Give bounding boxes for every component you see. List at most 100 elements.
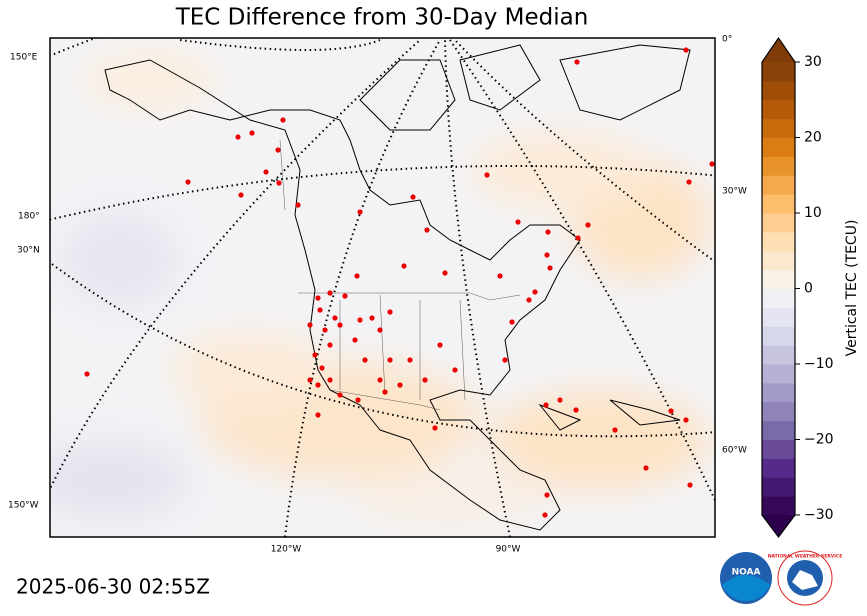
station xyxy=(442,270,448,276)
colorbar-band xyxy=(762,496,795,516)
colorbar-band xyxy=(762,250,795,271)
stations xyxy=(84,47,715,518)
colorbar-tick-label: 20 xyxy=(804,130,822,146)
colorbar-band xyxy=(762,194,795,214)
graticule-label: 150°W xyxy=(8,501,39,511)
station xyxy=(526,297,532,303)
station xyxy=(352,337,358,343)
colorbar-band xyxy=(762,269,795,289)
graticule-label: 0° xyxy=(722,35,732,45)
station xyxy=(544,252,550,258)
colorbar-band xyxy=(762,326,795,346)
colorbar-tick-label: −10 xyxy=(804,356,834,372)
station xyxy=(307,377,313,383)
colorbar-band xyxy=(762,137,795,157)
station xyxy=(317,307,323,313)
station xyxy=(362,357,368,363)
continent xyxy=(104,59,581,531)
station xyxy=(315,412,321,418)
station xyxy=(397,382,403,388)
station xyxy=(502,357,508,363)
station xyxy=(327,290,333,296)
station xyxy=(575,235,581,241)
station xyxy=(683,47,689,53)
colorbar-tick-label: 10 xyxy=(804,205,822,221)
nws-logo: NATIONAL WEATHER SERVICE xyxy=(768,550,842,606)
station xyxy=(84,371,90,377)
colorbar-extend-bottom xyxy=(762,515,795,537)
arctic-islands xyxy=(359,44,691,431)
graticule-label: 60°W xyxy=(722,446,747,456)
station xyxy=(437,342,443,348)
station xyxy=(422,377,428,383)
station xyxy=(532,289,538,295)
station xyxy=(357,317,363,323)
colorbar-band xyxy=(762,477,795,497)
station xyxy=(509,319,515,325)
colorbar-tick-label: −30 xyxy=(804,507,834,523)
colorbar-band xyxy=(762,99,795,120)
station xyxy=(573,407,579,413)
graticule-label: 90°W xyxy=(496,545,521,555)
station xyxy=(235,134,241,140)
colorbar-band xyxy=(762,62,795,82)
station xyxy=(315,382,321,388)
graticule xyxy=(50,38,715,537)
station xyxy=(377,327,383,333)
station xyxy=(322,327,328,333)
graticule-labels: 150°E 180° 30°N 150°W 0° 30°W 60°W 120°W… xyxy=(8,35,747,555)
station xyxy=(515,219,521,225)
station xyxy=(683,417,689,423)
station xyxy=(312,352,318,358)
station xyxy=(557,397,563,403)
station xyxy=(377,377,383,383)
station xyxy=(280,117,286,123)
colorbar-band xyxy=(762,458,795,478)
station xyxy=(410,194,416,200)
colorbar-band xyxy=(762,307,795,327)
station xyxy=(424,227,430,233)
graticule-label: 180° xyxy=(18,212,40,222)
station xyxy=(275,147,281,153)
station xyxy=(545,229,551,235)
station xyxy=(687,482,693,488)
station xyxy=(337,392,343,398)
station xyxy=(263,169,269,175)
map-frame xyxy=(49,37,716,538)
station xyxy=(387,357,393,363)
station xyxy=(327,377,333,383)
station xyxy=(401,263,407,269)
colorbar-band xyxy=(762,213,795,233)
colorbar-band xyxy=(762,345,795,365)
colorbar-band xyxy=(762,175,795,195)
colorbar-band xyxy=(762,439,795,459)
station xyxy=(355,397,361,403)
map xyxy=(50,38,715,537)
station xyxy=(484,172,490,178)
colorbar-tick-label: 0 xyxy=(804,281,813,297)
station xyxy=(643,465,649,471)
colorbar: −30 −20 −10 0 10 20 30 xyxy=(761,36,834,538)
station xyxy=(354,273,360,279)
colorbar-band xyxy=(762,364,795,384)
station xyxy=(315,295,321,301)
station xyxy=(574,59,580,65)
colorbar-label: Vertical TEC (TECU) xyxy=(844,220,860,357)
graticule-label: 30°W xyxy=(722,187,747,197)
station xyxy=(432,425,438,431)
colorbar-band xyxy=(762,401,795,422)
graticule-label: 150°E xyxy=(10,53,38,63)
colorbar-extend-top xyxy=(762,38,795,62)
station xyxy=(543,402,549,408)
station xyxy=(686,179,692,185)
tec-field xyxy=(50,50,710,530)
colorbar-tick-label: −20 xyxy=(804,432,834,448)
station xyxy=(612,427,618,433)
borders xyxy=(279,139,521,411)
graticule-label: 120°W xyxy=(271,545,302,555)
station xyxy=(544,492,550,498)
station xyxy=(407,357,413,363)
colorbar-band xyxy=(762,80,795,101)
station xyxy=(585,222,591,228)
